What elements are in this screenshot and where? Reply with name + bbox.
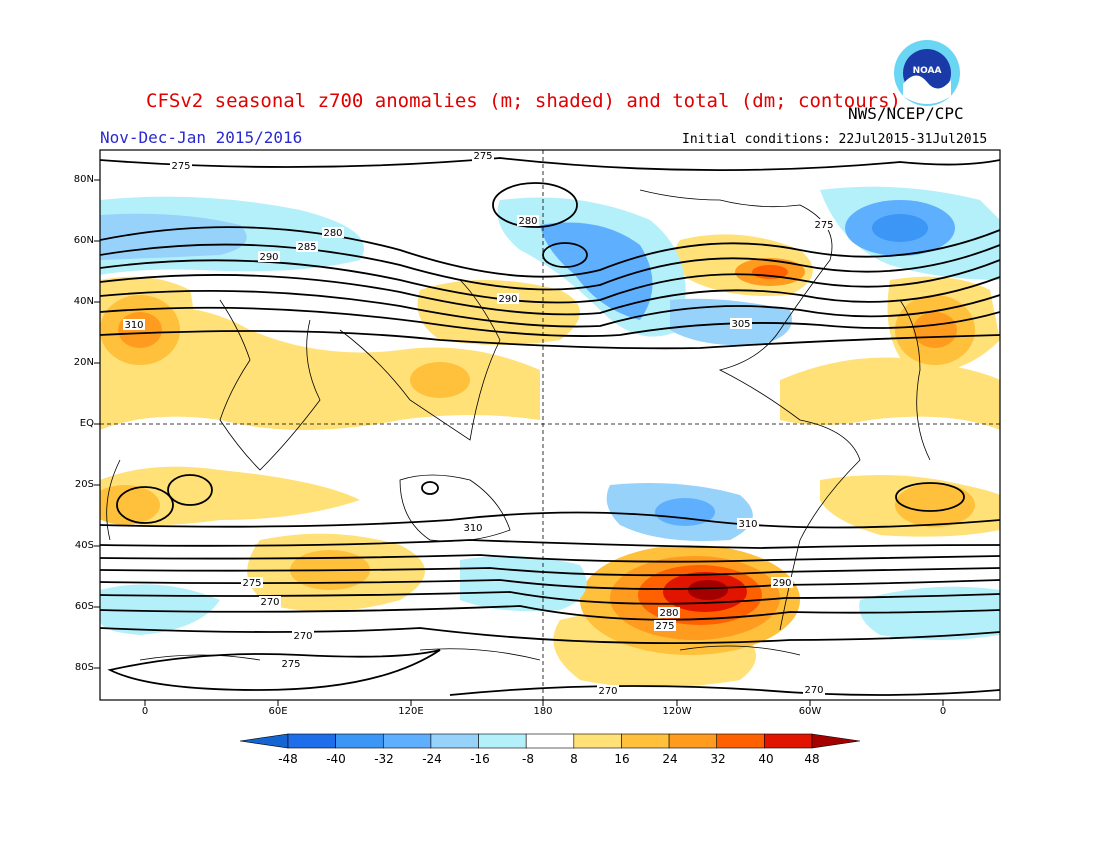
contour-label-group: 310 290 285 280 290 305 310 310 280 275 … (123, 150, 835, 697)
lon-label: 180 (533, 706, 553, 717)
colorbar (239, 733, 861, 749)
contour-label: 280 (518, 216, 537, 227)
colorbar-swatch (764, 733, 813, 749)
colorbar-swatch (668, 733, 718, 749)
anomaly-shading (100, 186, 1000, 688)
colorbar-swatch (239, 733, 289, 749)
map-title: CFSv2 seasonal z700 anomalies (m; shaded… (146, 90, 901, 112)
map-frame (99, 149, 1001, 701)
lon-label: 0 (939, 706, 947, 717)
contour-label: 310 (463, 523, 482, 534)
lat-label: 80N (73, 174, 94, 185)
colorbar-swatch (621, 733, 670, 749)
lon-label: 60W (798, 706, 822, 717)
lon-label: 120E (398, 706, 424, 717)
colorbar-swatch (525, 733, 575, 749)
contour-label: 280 (323, 228, 342, 239)
lon-label: 120W (662, 706, 692, 717)
logo-text: NOAA (913, 66, 942, 76)
colorbar-label: -24 (422, 752, 442, 766)
contour-label: 270 (598, 686, 617, 697)
contour-label: 275 (814, 220, 833, 231)
colorbar-swatch (573, 733, 622, 749)
contour-label: 285 (297, 242, 316, 253)
noaa-logo-icon: NOAA (894, 40, 960, 106)
lat-label: 20S (74, 479, 94, 490)
lon-label: 60E (268, 706, 288, 717)
colorbar-swatch (335, 733, 384, 749)
lon-label: 0 (141, 706, 149, 717)
contour-label: 275 (655, 621, 674, 632)
colorbar-label: -48 (278, 752, 298, 766)
coastlines (106, 189, 931, 661)
colorbar-label: 48 (804, 752, 820, 766)
lat-label: 40S (74, 540, 94, 551)
colorbar-label: -16 (470, 752, 490, 766)
colorbar-label: -40 (326, 752, 346, 766)
colorbar-swatch (287, 733, 336, 749)
colorbar-label: 8 (570, 752, 578, 766)
colorbar-swatch (716, 733, 765, 749)
contour-label: 290 (498, 294, 517, 305)
contour-label: 290 (259, 252, 278, 263)
contour-label: 310 (124, 320, 143, 331)
colorbar-label: 24 (662, 752, 678, 766)
agency-label: NWS/NCEP/CPC (848, 104, 964, 123)
colorbar-swatch (430, 733, 479, 749)
contour-label: 305 (731, 319, 750, 330)
lat-label: 60N (73, 235, 94, 246)
colorbar-label: 32 (710, 752, 726, 766)
colorbar-swatch (478, 733, 527, 749)
contour-label: 275 (242, 578, 261, 589)
contour-label: 275 (473, 151, 492, 162)
colorbar-label: -32 (374, 752, 394, 766)
initial-conditions: Initial conditions: 22Jul2015-31Jul2015 (682, 132, 988, 147)
forecast-period: Nov-Dec-Jan 2015/2016 (100, 128, 303, 147)
contour-label: 275 (281, 659, 300, 670)
colorbar-label: 40 (758, 752, 774, 766)
colorbar-swatch (811, 733, 861, 749)
colorbar-swatch (382, 733, 432, 749)
contour-label: 310 (738, 519, 757, 530)
lat-label: 20N (73, 357, 94, 368)
axis-ticks (94, 179, 944, 706)
lat-label: EQ (79, 418, 94, 429)
lat-label: 40N (73, 296, 94, 307)
colorbar-label: -8 (522, 752, 534, 766)
lat-label: 80S (74, 662, 94, 673)
contour-label: 270 (293, 631, 312, 642)
contour-label: 270 (260, 597, 279, 608)
colorbar-label: 16 (614, 752, 630, 766)
contour-label: 270 (804, 685, 823, 696)
lat-label: 60S (74, 601, 94, 612)
contour-label: 275 (171, 161, 190, 172)
contour-label: 290 (772, 578, 791, 589)
contour-label: 280 (659, 608, 678, 619)
height-contours (100, 157, 1000, 696)
